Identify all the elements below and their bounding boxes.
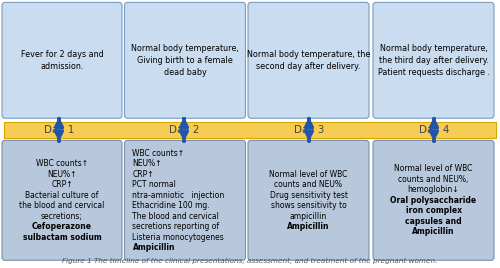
Text: WBC counts↑: WBC counts↑ bbox=[132, 148, 184, 158]
FancyBboxPatch shape bbox=[124, 2, 246, 118]
Text: Ampicillin: Ampicillin bbox=[412, 227, 455, 236]
FancyBboxPatch shape bbox=[2, 2, 122, 118]
Text: hemoglobin↓: hemoglobin↓ bbox=[408, 185, 460, 194]
Text: ampicillin: ampicillin bbox=[290, 211, 327, 221]
Text: shows sensitivity to: shows sensitivity to bbox=[270, 201, 346, 210]
Text: Normal body temperature,
the third day after delivery.
Patient requests discharg: Normal body temperature, the third day a… bbox=[378, 44, 490, 77]
Text: PCT normal: PCT normal bbox=[132, 180, 176, 189]
FancyBboxPatch shape bbox=[4, 122, 496, 138]
Text: Day 2: Day 2 bbox=[169, 125, 199, 135]
Text: Cefoperazone: Cefoperazone bbox=[32, 222, 92, 231]
Text: Listeria monocytogenes: Listeria monocytogenes bbox=[132, 233, 224, 241]
Text: secretions reporting of: secretions reporting of bbox=[132, 222, 220, 231]
Text: Normal level of WBC: Normal level of WBC bbox=[270, 170, 347, 178]
Text: NEU%↑: NEU%↑ bbox=[132, 159, 162, 168]
Text: Ampicillin: Ampicillin bbox=[132, 243, 175, 252]
FancyBboxPatch shape bbox=[373, 140, 494, 260]
Text: Drug sensitivity test: Drug sensitivity test bbox=[270, 191, 347, 200]
Text: capsules and: capsules and bbox=[405, 217, 462, 226]
FancyBboxPatch shape bbox=[248, 140, 369, 260]
Text: Fever for 2 days and
admission.: Fever for 2 days and admission. bbox=[20, 50, 103, 71]
Text: secretions;: secretions; bbox=[41, 211, 83, 221]
Text: Day 3: Day 3 bbox=[294, 125, 324, 135]
Text: sulbactam sodium: sulbactam sodium bbox=[22, 233, 102, 241]
Text: ntra-amniotic   injection: ntra-amniotic injection bbox=[132, 191, 225, 200]
Text: CRP↑: CRP↑ bbox=[51, 180, 73, 189]
Text: Day 1: Day 1 bbox=[44, 125, 74, 135]
Text: Bacterial culture of: Bacterial culture of bbox=[26, 191, 99, 200]
Text: CRP↑: CRP↑ bbox=[132, 170, 154, 178]
Text: Ethacridine 100 mg.: Ethacridine 100 mg. bbox=[132, 201, 210, 210]
Text: Figure 1 The timeline of the clinical presentations, assessment, and treatment o: Figure 1 The timeline of the clinical pr… bbox=[62, 258, 438, 264]
Text: counts and NEU%,: counts and NEU%, bbox=[398, 175, 468, 184]
Text: WBC counts↑: WBC counts↑ bbox=[36, 159, 88, 168]
Text: Oral polysaccharide: Oral polysaccharide bbox=[390, 196, 476, 205]
Text: Normal level of WBC: Normal level of WBC bbox=[394, 164, 472, 173]
Text: NEU%↑: NEU%↑ bbox=[47, 170, 77, 178]
FancyBboxPatch shape bbox=[373, 2, 494, 118]
FancyBboxPatch shape bbox=[248, 2, 369, 118]
Text: Normal body temperature, the
second day after delivery.: Normal body temperature, the second day … bbox=[247, 50, 370, 71]
Text: Day 4: Day 4 bbox=[419, 125, 449, 135]
Text: counts and NEU%: counts and NEU% bbox=[274, 180, 342, 189]
Text: iron complex: iron complex bbox=[406, 206, 462, 215]
Text: the blood and cervical: the blood and cervical bbox=[20, 201, 104, 210]
Text: Ampicillin: Ampicillin bbox=[287, 222, 330, 231]
FancyBboxPatch shape bbox=[2, 140, 122, 260]
FancyBboxPatch shape bbox=[124, 140, 246, 260]
Text: Normal body temperature,
Giving birth to a female
dead baby: Normal body temperature, Giving birth to… bbox=[131, 44, 239, 77]
Text: The blood and cervical: The blood and cervical bbox=[132, 211, 220, 221]
